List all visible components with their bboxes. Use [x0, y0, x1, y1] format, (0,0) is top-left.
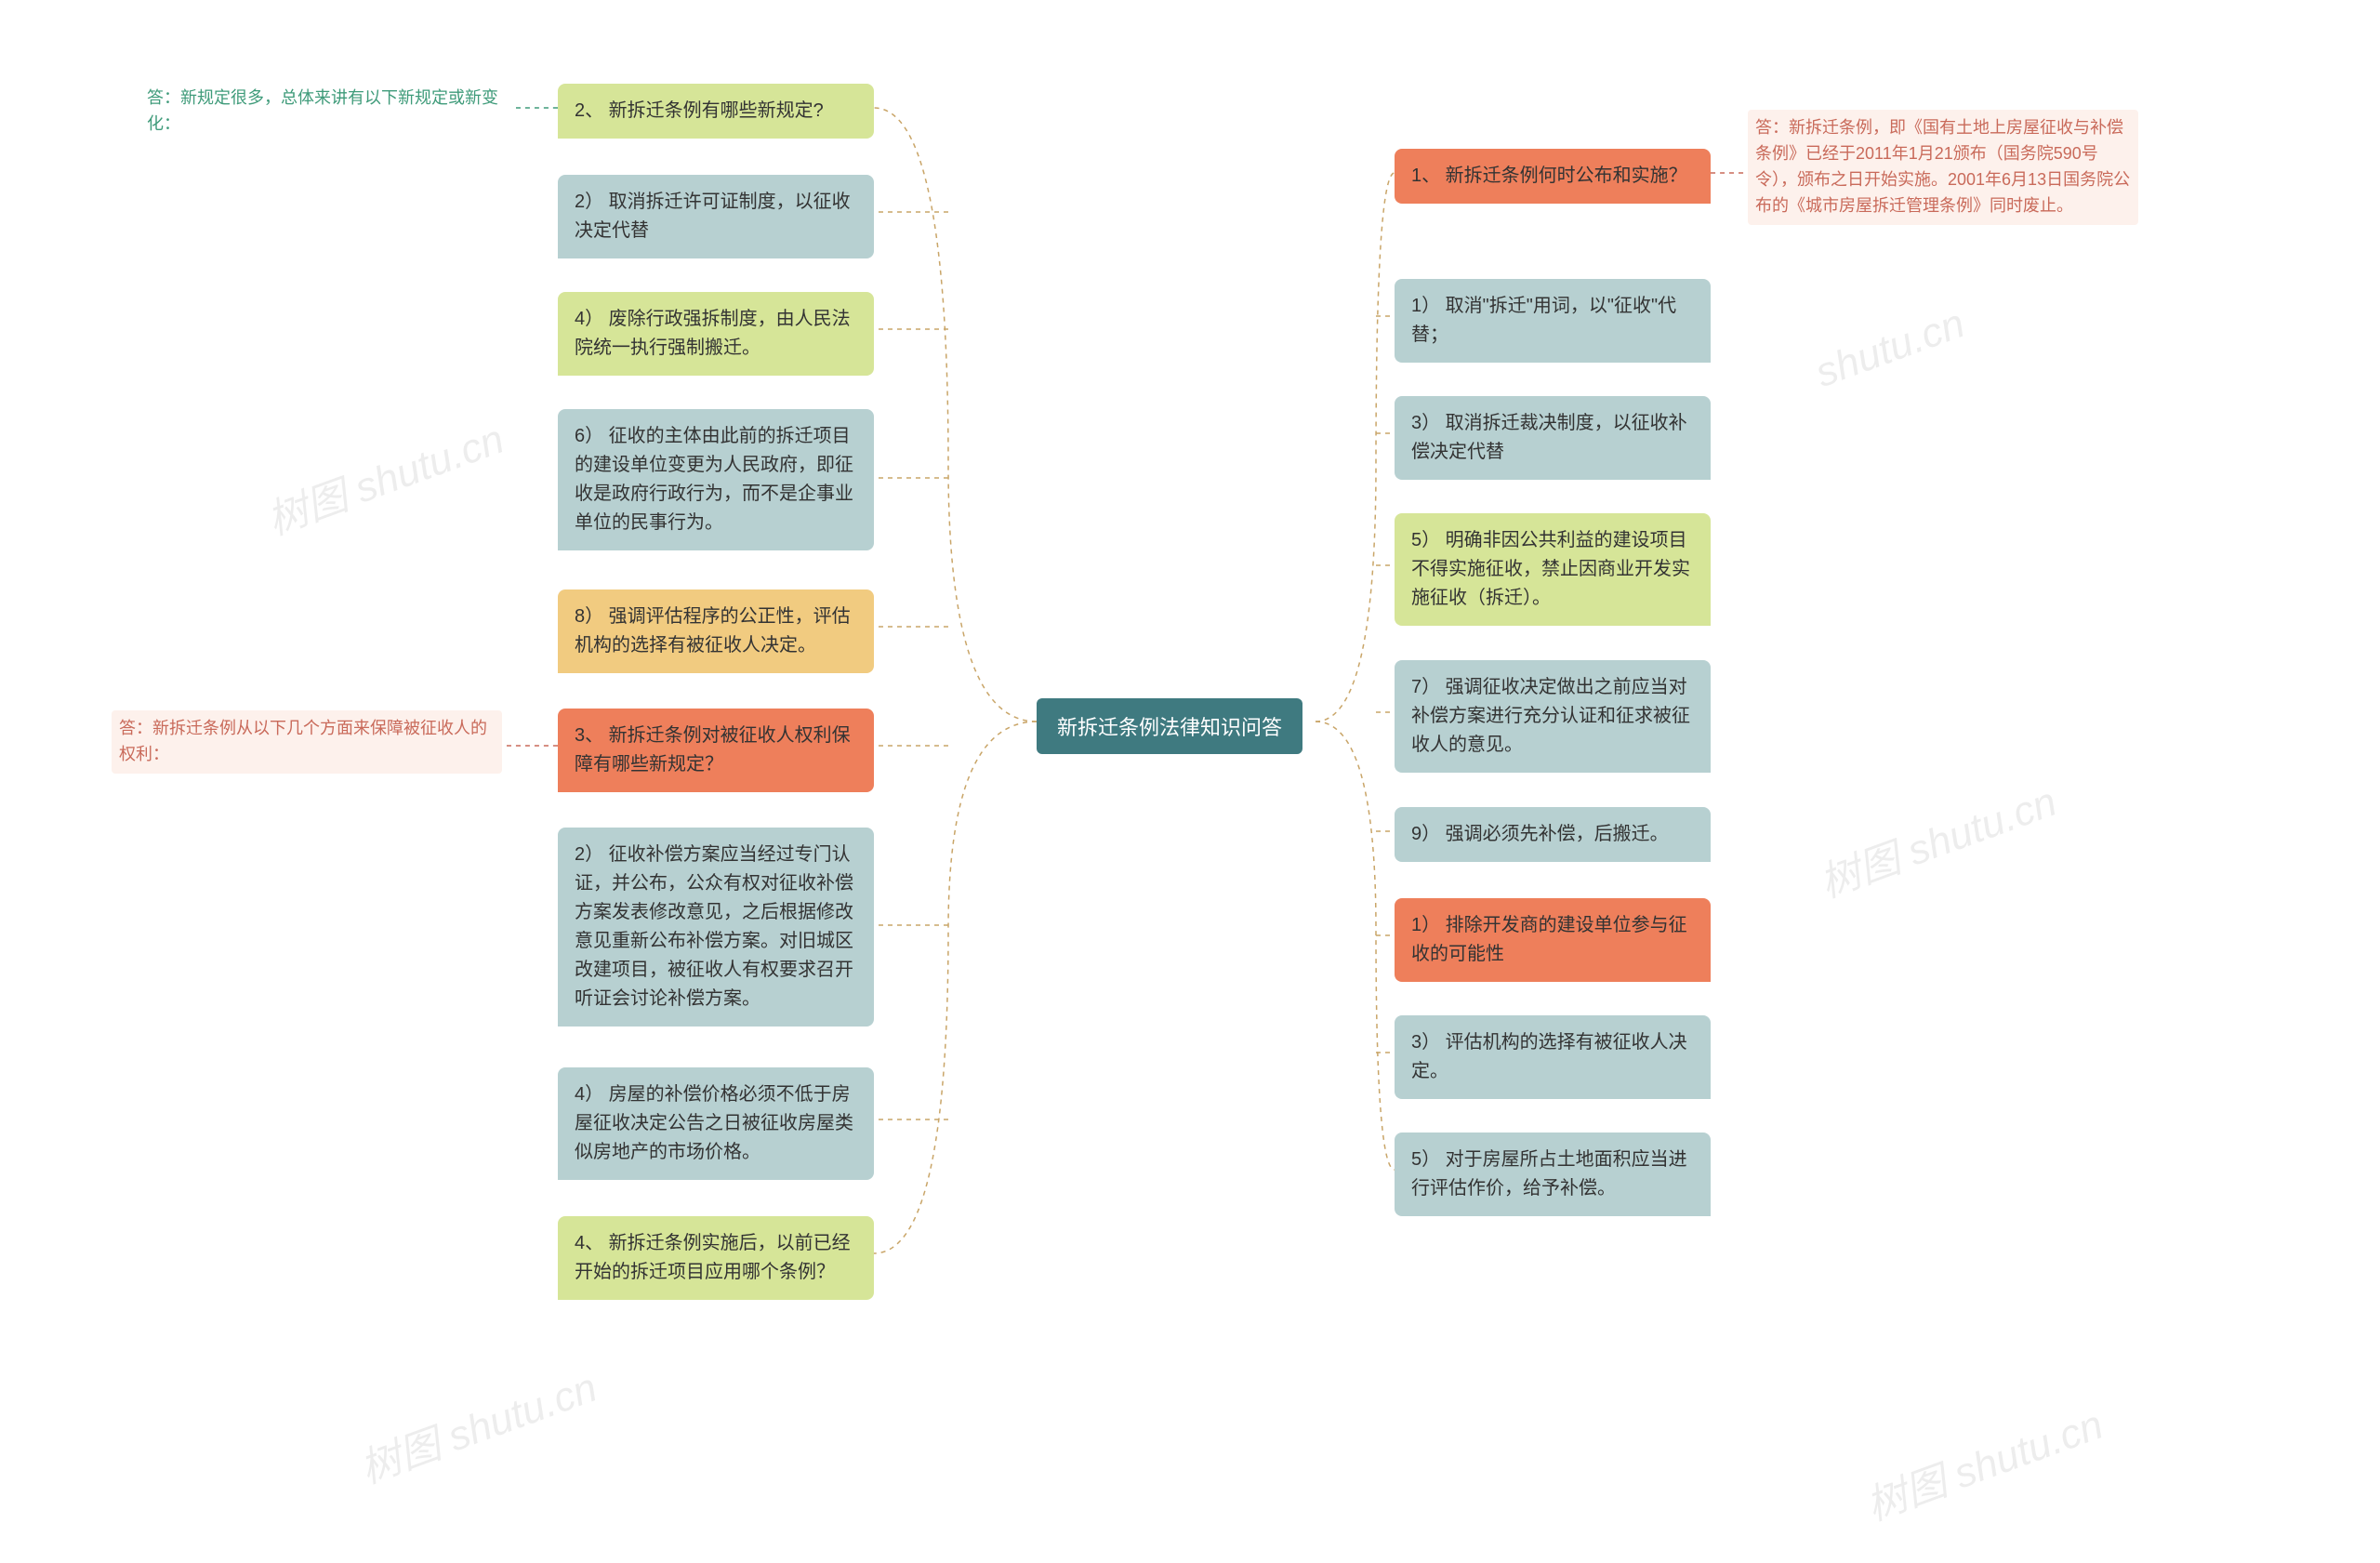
connectors: [0, 0, 2380, 1563]
mindmap-node-left[interactable]: 6） 征收的主体由此前的拆迁项目的建设单位变更为人民政府，即征收是政府行政行为，…: [558, 409, 874, 550]
mindmap-node-right[interactable]: 1、 新拆迁条例何时公布和实施？: [1395, 149, 1711, 204]
mindmap-node-left[interactable]: 3、 新拆迁条例对被征收人权利保障有哪些新规定？: [558, 709, 874, 792]
mindmap-node-right[interactable]: 9） 强调必须先补偿，后搬迁。: [1395, 807, 1711, 862]
mindmap-node-left[interactable]: 2、 新拆迁条例有哪些新规定?: [558, 84, 874, 139]
mindmap-node-left[interactable]: 4） 废除行政强拆制度，由人民法院统一执行强制搬迁。: [558, 292, 874, 376]
mindmap-node-right[interactable]: 1） 排除开发商的建设单位参与征收的可能性: [1395, 898, 1711, 982]
mindmap-node-right[interactable]: 7） 强调征收决定做出之前应当对补偿方案进行充分认证和征求被征收人的意见。: [1395, 660, 1711, 773]
mindmap-node-right[interactable]: 3） 评估机构的选择有被征收人决定。: [1395, 1015, 1711, 1099]
mindmap-node-left[interactable]: 4） 房屋的补偿价格必须不低于房屋征收决定公告之日被征收房屋类似房地产的市场价格…: [558, 1067, 874, 1180]
answer-note: 答：新拆迁条例从以下几个方面来保障被征收人的权利：: [112, 710, 502, 774]
mindmap-node-right[interactable]: 5） 对于房屋所占土地面积应当进行评估作价，给予补偿。: [1395, 1133, 1711, 1216]
answer-note: 答：新规定很多，总体来讲有以下新规定或新变化：: [139, 80, 511, 143]
mindmap-node-left[interactable]: 2） 征收补偿方案应当经过专门认证，并公布，公众有权对征收补偿方案发表修改意见，…: [558, 828, 874, 1027]
center-topic[interactable]: 新拆迁条例法律知识问答: [1037, 698, 1302, 754]
mindmap-node-right[interactable]: 5） 明确非因公共利益的建设项目不得实施征收，禁止因商业开发实施征收（拆迁）。: [1395, 513, 1711, 626]
answer-note: 答：新拆迁条例，即《国有土地上房屋征收与补偿条例》已经于2011年1月21颁布（…: [1748, 110, 2138, 225]
mindmap-node-left[interactable]: 4、 新拆迁条例实施后，以前已经开始的拆迁项目应用哪个条例？: [558, 1216, 874, 1300]
mindmap-node-right[interactable]: 1） 取消"拆迁"用词，以"征收"代替；: [1395, 279, 1711, 363]
mindmap-node-left[interactable]: 2） 取消拆迁许可证制度，以征收决定代替: [558, 175, 874, 258]
mindmap-node-left[interactable]: 8） 强调评估程序的公正性，评估机构的选择有被征收人决定。: [558, 589, 874, 673]
mindmap-node-right[interactable]: 3） 取消拆迁裁决制度，以征收补偿决定代替: [1395, 396, 1711, 480]
